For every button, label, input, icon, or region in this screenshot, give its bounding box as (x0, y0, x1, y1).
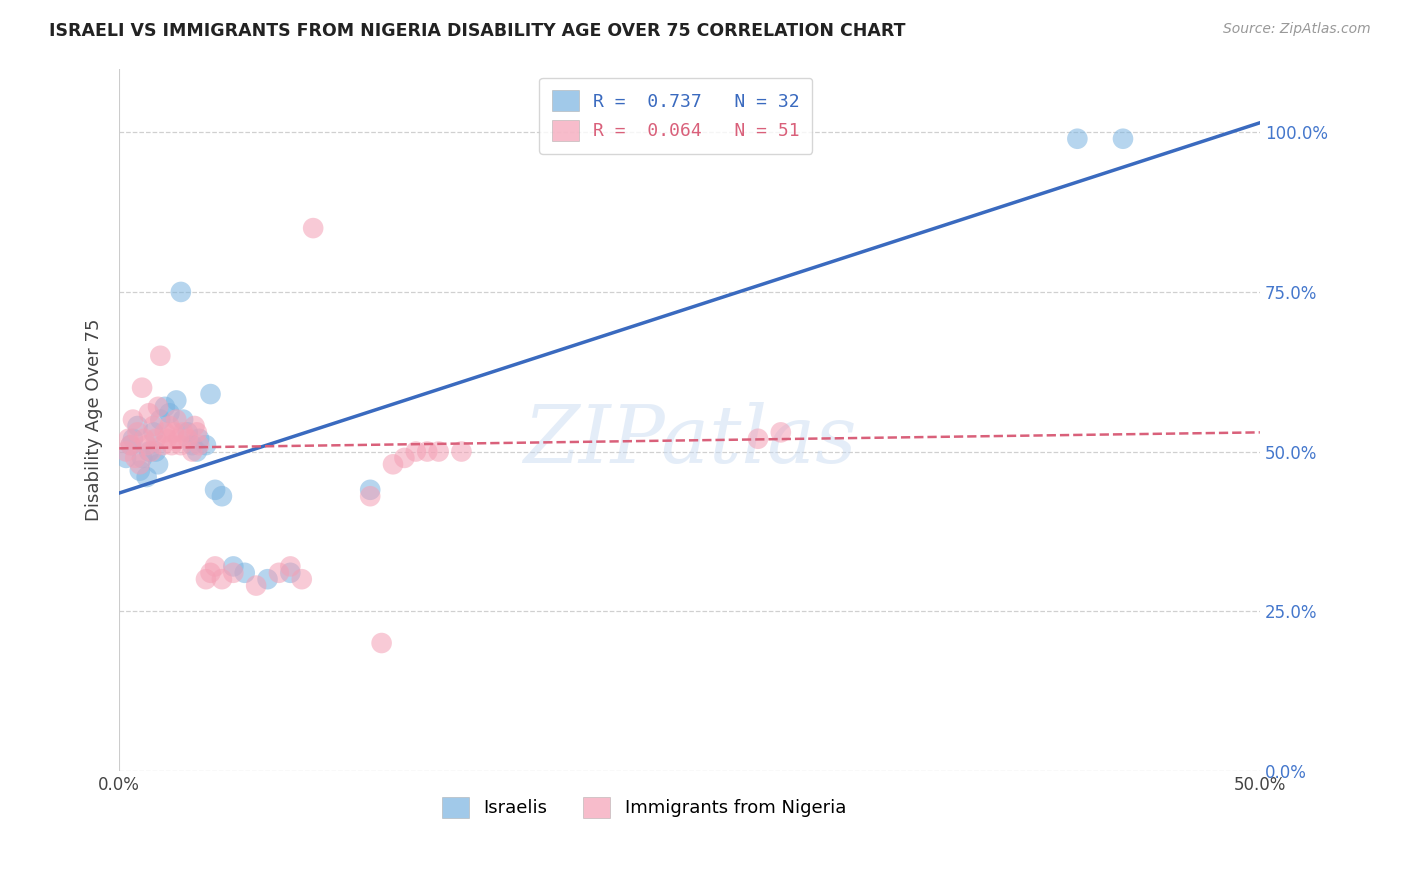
Point (427, 444, 450, 458)
Point (156, 432, 179, 446)
Point (135, 438, 157, 452)
Point (181, 438, 204, 452)
Y-axis label: Disability Age Over 75: Disability Age Over 75 (86, 318, 103, 521)
Point (359, 489, 381, 503)
Point (172, 425, 194, 440)
Point (177, 432, 200, 446)
Point (769, 425, 792, 440)
Point (194, 438, 217, 452)
Legend: Israelis, Immigrants from Nigeria: Israelis, Immigrants from Nigeria (434, 789, 853, 825)
Point (163, 425, 186, 440)
Point (188, 438, 211, 452)
Point (172, 412, 194, 426)
Point (302, 221, 325, 235)
Point (416, 444, 439, 458)
Point (153, 400, 176, 414)
Point (149, 412, 172, 426)
Point (1112, 132, 1135, 146)
Point (165, 412, 187, 426)
Point (233, 566, 256, 580)
Point (280, 566, 302, 580)
Point (186, 425, 208, 440)
Point (122, 412, 145, 426)
Point (186, 444, 208, 458)
Point (146, 400, 169, 414)
Point (183, 419, 205, 434)
Point (138, 444, 160, 458)
Point (127, 425, 149, 440)
Point (370, 636, 392, 650)
Point (120, 438, 142, 452)
Point (142, 419, 165, 434)
Point (211, 489, 233, 503)
Point (138, 406, 160, 420)
Point (120, 438, 142, 452)
Point (188, 432, 211, 446)
Point (747, 432, 769, 446)
Point (115, 450, 138, 465)
Point (222, 566, 245, 580)
Point (141, 444, 163, 458)
Point (152, 438, 174, 452)
Point (177, 425, 200, 440)
Point (159, 406, 181, 420)
Point (117, 432, 139, 446)
Point (204, 559, 226, 574)
Text: ISRAELI VS IMMIGRANTS FROM NIGERIA DISABILITY AGE OVER 75 CORRELATION CHART: ISRAELI VS IMMIGRANTS FROM NIGERIA DISAB… (49, 22, 905, 40)
Text: ZIPatlas: ZIPatlas (523, 402, 856, 479)
Point (146, 458, 169, 472)
Point (200, 387, 222, 401)
Point (127, 419, 149, 434)
Point (131, 450, 153, 465)
Point (170, 285, 193, 299)
Point (245, 578, 267, 592)
Point (170, 438, 193, 452)
Point (256, 572, 278, 586)
Point (142, 425, 165, 440)
Point (280, 559, 302, 574)
Point (160, 438, 183, 452)
Point (128, 464, 150, 478)
Point (149, 349, 172, 363)
Point (181, 444, 204, 458)
Point (134, 432, 156, 446)
Point (165, 393, 187, 408)
Point (145, 444, 167, 458)
Point (194, 572, 217, 586)
Point (382, 458, 405, 472)
Point (145, 432, 167, 446)
Point (122, 432, 145, 446)
Point (124, 450, 146, 465)
Point (115, 444, 138, 458)
Point (1066, 132, 1088, 146)
Point (359, 483, 381, 497)
Point (200, 566, 222, 580)
Point (204, 483, 226, 497)
Point (405, 444, 427, 458)
Point (167, 432, 190, 446)
Point (128, 458, 150, 472)
Point (450, 444, 472, 458)
Point (131, 381, 153, 395)
Point (394, 450, 416, 465)
Point (222, 559, 245, 574)
Text: Source: ZipAtlas.com: Source: ZipAtlas.com (1223, 22, 1371, 37)
Point (159, 419, 181, 434)
Point (211, 572, 233, 586)
Point (153, 425, 176, 440)
Point (135, 470, 157, 484)
Point (267, 566, 290, 580)
Point (291, 572, 314, 586)
